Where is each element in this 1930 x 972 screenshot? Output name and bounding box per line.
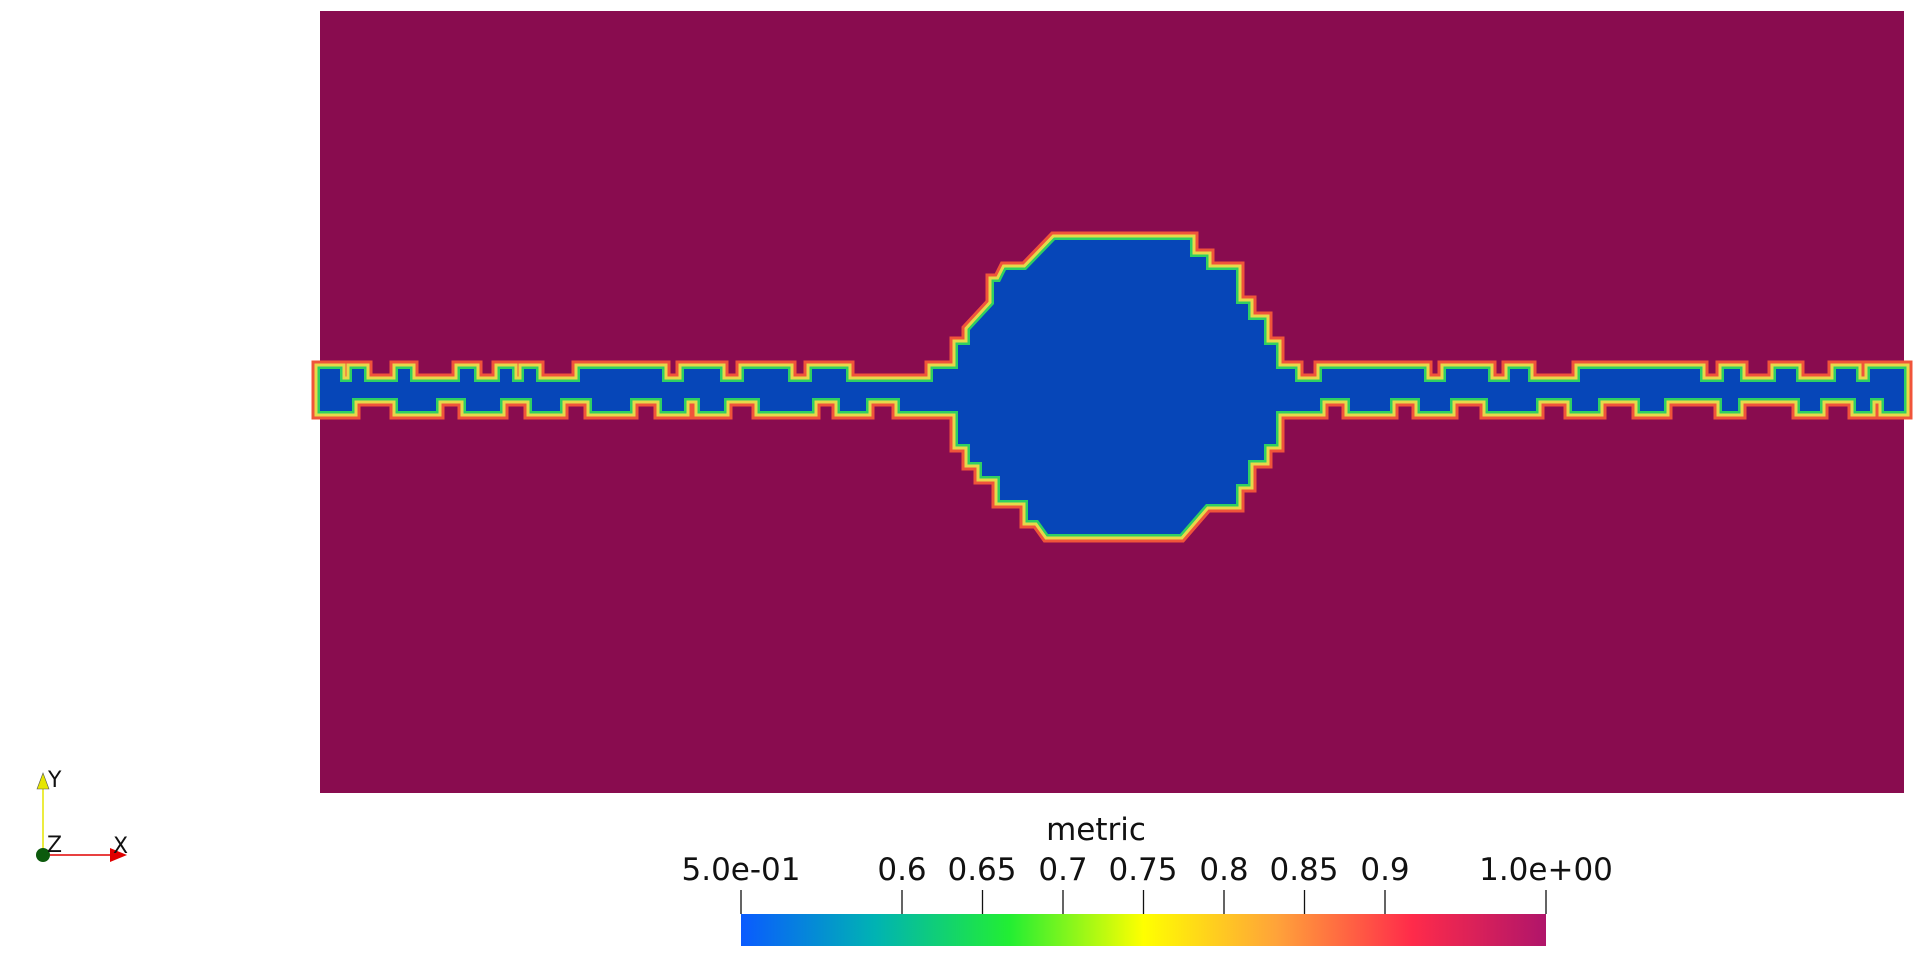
x-axis-label: X bbox=[113, 834, 129, 859]
colorbar-gradient-bar bbox=[741, 914, 1546, 946]
colorbar-tick-label: 0.85 bbox=[1269, 852, 1339, 888]
colorbar-min-label: 5.0e-01 bbox=[681, 852, 801, 888]
y-axis-label: Y bbox=[48, 768, 62, 793]
colorbar-tick-label: 0.7 bbox=[1038, 852, 1088, 888]
colorbar-tick-label: 0.8 bbox=[1199, 852, 1249, 888]
orientation-axes bbox=[36, 772, 127, 862]
y-axis-arrowhead bbox=[36, 772, 50, 790]
colorbar-tick-label: 0.9 bbox=[1360, 852, 1410, 888]
colorbar-tick-label: 0.65 bbox=[947, 852, 1017, 888]
x-axis-arrowhead bbox=[110, 848, 127, 862]
low-metric-region bbox=[311, 231, 1913, 543]
z-axis-dot bbox=[36, 848, 50, 862]
colorbar-max-label: 1.0e+00 bbox=[1479, 852, 1613, 888]
colorbar-title: metric bbox=[1046, 812, 1146, 848]
feature-core bbox=[320, 240, 1904, 534]
z-axis-label: Z bbox=[47, 833, 63, 858]
colorbar-tick-label: 0.75 bbox=[1108, 852, 1178, 888]
colorbar-ticks bbox=[740, 890, 1547, 914]
colorbar-tick-label: 0.6 bbox=[877, 852, 927, 888]
